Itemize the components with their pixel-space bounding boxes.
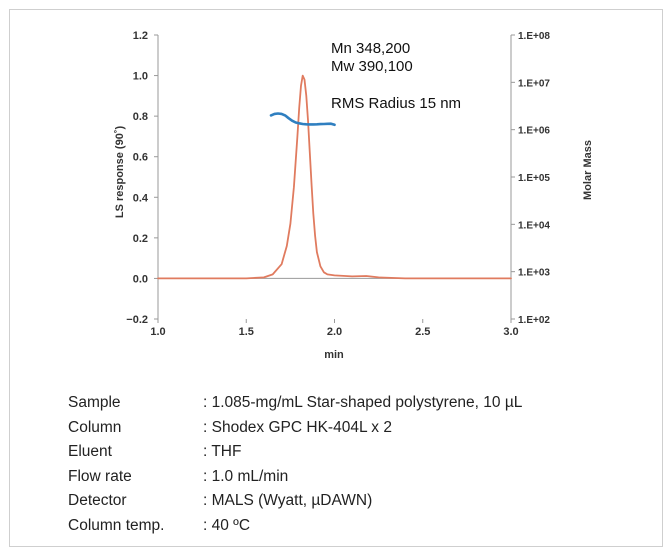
annotation-mw: Mw 390,100 — [331, 58, 413, 75]
condition-value: : 40 ºC — [203, 516, 251, 534]
annotation-mn: Mn 348,200 — [331, 40, 410, 57]
y2-tick-label: 1.E+07 — [518, 78, 550, 89]
y2-tick-label: 1.E+05 — [518, 173, 550, 184]
condition-label: Column temp. — [68, 516, 165, 534]
chart-marks — [157, 74, 512, 280]
y2-tick-label: 1.E+02 — [518, 315, 550, 326]
chromatogram-chart: 1.21.00.80.60.40.20.0−0.21.0 1.5 2.0 2.5 3.0… — [114, 30, 594, 361]
y-tick-label: 1.0 — [133, 71, 148, 83]
conditions-table: Sample : 1.085-mg/mL Star-shaped polysty… — [68, 391, 522, 538]
condition-row-flow-rate: Flow rate : 1.0 mL/min — [68, 465, 522, 490]
y-tick-label: 0.6 — [133, 152, 148, 164]
x-tick-label: 1.5 — [239, 326, 254, 338]
y-tick-label: 0.8 — [133, 111, 148, 123]
condition-row-eluent: Eluent : THF — [68, 440, 522, 465]
y2-tick-label: 1.E+06 — [518, 126, 550, 137]
condition-label: Detector — [68, 492, 127, 510]
y2-tick-label: 1.E+04 — [518, 220, 550, 231]
condition-value: : THF — [203, 443, 242, 461]
condition-value: : MALS (Wyatt, µDAWN) — [203, 492, 373, 510]
condition-row-column: Column : Shodex GPC HK-404L x 2 — [68, 416, 522, 441]
x-tick-label: 3.0 — [503, 326, 518, 338]
x-tick-label: 2.0 — [327, 326, 342, 338]
x-axis-label: min — [324, 349, 344, 361]
y-tick-label: 0.4 — [133, 192, 149, 204]
molar-mass-line — [269, 112, 336, 127]
condition-label: Flow rate — [68, 467, 132, 485]
chart-axes: 1.21.00.80.60.40.20.0−0.21.0 1.5 2.0 2.5 3.0… — [126, 30, 550, 338]
annotation-rms-radius: RMS Radius 15 nm — [331, 95, 461, 112]
x-tick-label: 2.5 — [415, 326, 430, 338]
condition-label: Sample — [68, 394, 121, 412]
condition-row-sample: Sample : 1.085-mg/mL Star-shaped polysty… — [68, 391, 522, 416]
y2-tick-label: 1.E+03 — [518, 268, 550, 279]
condition-label: Column — [68, 418, 122, 436]
condition-value: : 1.085-mg/mL Star-shaped polystyrene, 1… — [203, 394, 523, 412]
y-tick-label: 0.0 — [133, 273, 148, 285]
condition-row-column-temp: Column temp. : 40 ºC — [68, 514, 522, 539]
condition-label: Eluent — [68, 443, 112, 461]
y2-tick-label: 1.E+08 — [518, 31, 550, 42]
ls-response-line — [157, 74, 512, 280]
y2-axis-label: Molar Mass — [582, 140, 594, 200]
x-tick-label: 1.0 — [150, 326, 165, 338]
condition-value: : Shodex GPC HK-404L x 2 — [203, 418, 392, 436]
y-tick-label: −0.2 — [126, 314, 148, 326]
condition-value: : 1.0 mL/min — [203, 467, 289, 485]
chart-labels: min LS response (90˚) Molar Mass Mn 348,… — [114, 40, 594, 361]
condition-row-detector: Detector : MALS (Wyatt, µDAWN) — [68, 489, 522, 514]
y-tick-label: 1.2 — [133, 30, 148, 42]
y-tick-label: 0.2 — [133, 233, 148, 245]
y-axis-label: LS response (90˚) — [114, 126, 126, 219]
